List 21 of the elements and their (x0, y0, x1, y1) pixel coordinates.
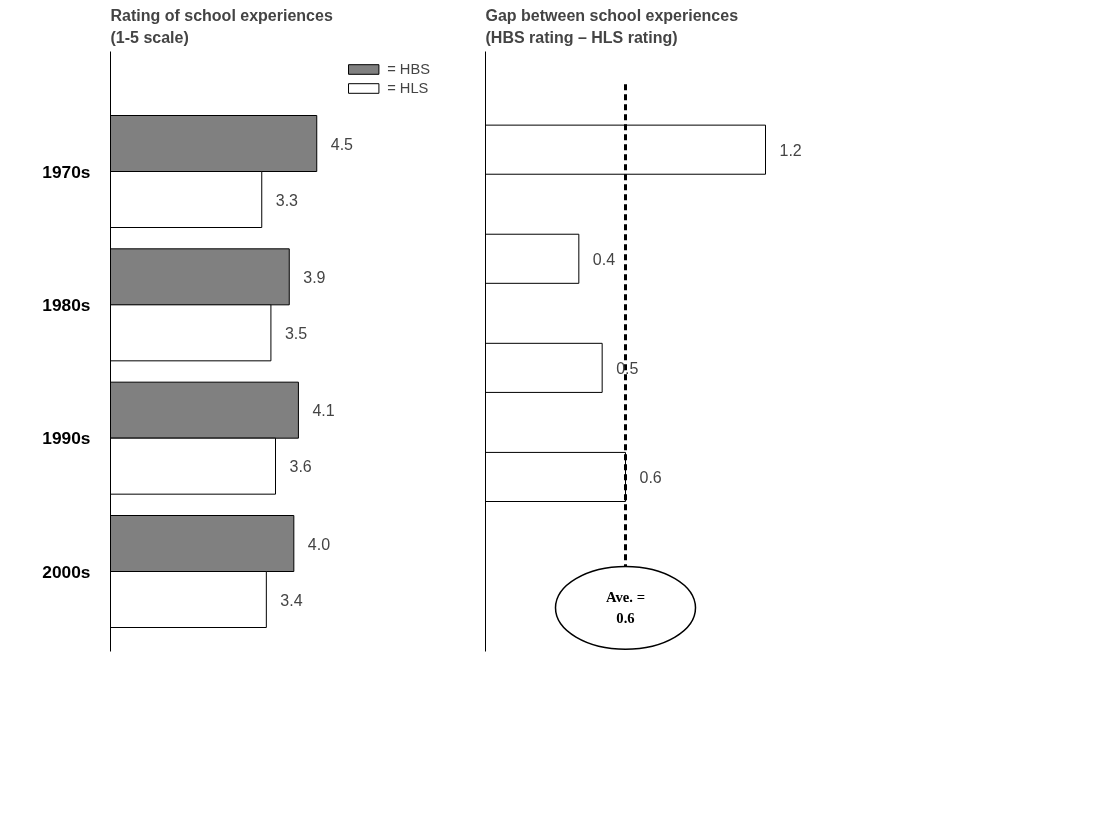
data-label: 0.6 (639, 468, 662, 486)
data-label: 3.6 (289, 458, 312, 476)
y-tick-label: 1980s (42, 294, 91, 315)
y-tick-label: 2000s (42, 561, 91, 582)
chart-title: Rating of school experiences (1-5 scale) (110, 7, 333, 47)
legend-label: = HLS (387, 80, 429, 96)
data-label: 3.4 (280, 591, 303, 609)
data-label: 3.3 (275, 191, 299, 209)
data-label: 3.5 (284, 324, 308, 342)
ref-line-label: Ave. = 0.6 (606, 589, 646, 627)
data-label: 3.9 (303, 268, 326, 286)
data-label: 0.5 (616, 359, 639, 377)
data-label: 4.0 (307, 535, 331, 553)
data-label: 1.2 (779, 141, 802, 159)
y-tick-label: 1970s (42, 161, 91, 182)
data-label: 4.1 (312, 402, 335, 420)
data-label: 0.4 (592, 250, 616, 268)
chart-title: Gap between school experiences (HBS rating – HLS rating) (485, 7, 739, 47)
y-tick-label: 1990s (42, 428, 91, 449)
legend-label: = HBS (387, 61, 430, 77)
data-label: 4.5 (330, 135, 354, 153)
